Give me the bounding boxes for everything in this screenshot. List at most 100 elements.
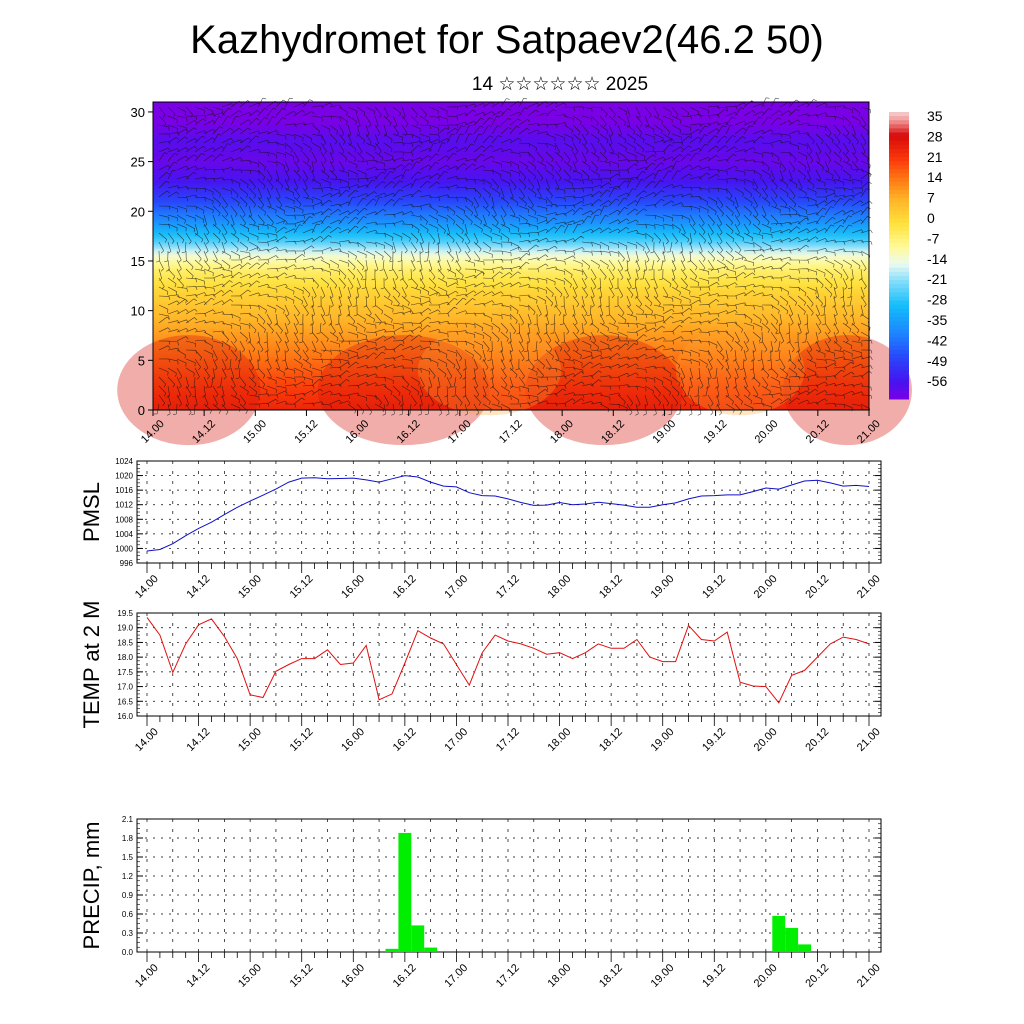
pmsl-xtick-label: 20.00 <box>752 573 780 601</box>
temp2m-ytick-label: 19.5 <box>117 609 133 618</box>
temp2m-ytick-label: 18.5 <box>117 638 133 647</box>
colorbar-band <box>889 136 909 142</box>
cool-pocket-0 <box>417 325 562 416</box>
cross-section-xtick-label: 20.00 <box>753 418 781 446</box>
temp2m-xtick-label: 20.12 <box>803 726 831 754</box>
colorbar-band <box>889 202 909 207</box>
colorbar-band <box>889 218 909 224</box>
temp2m-ytick-label: 17.0 <box>117 683 133 692</box>
colorbar-band <box>889 177 909 183</box>
colorbar-band <box>889 116 909 121</box>
colorbar-band <box>889 333 909 338</box>
colorbar-band <box>889 161 909 166</box>
colorbar-label: 7 <box>927 190 935 206</box>
cross-section-ytick-label: 0 <box>138 403 145 418</box>
warm-core-1 <box>317 335 490 446</box>
precip-xtick-label: 19.12 <box>700 962 728 990</box>
pmsl-xtick-label: 14.12 <box>184 573 212 601</box>
temp2m-ylabel: TEMP at 2 M <box>79 601 104 729</box>
precip-ylabel: PRECIP, mm <box>79 822 104 950</box>
pmsl-xtick-label: 15.00 <box>236 573 264 601</box>
temp2m-xtick-label: 17.12 <box>494 726 522 754</box>
pmsl-xtick-label: 16.12 <box>391 573 419 601</box>
colorbar-band <box>889 366 909 371</box>
pmsl-ytick-label: 1008 <box>115 515 133 524</box>
colorbar-band <box>889 112 909 117</box>
temp2m-xtick-label: 18.12 <box>597 726 625 754</box>
temp2m-xtick-label: 21.00 <box>855 726 883 754</box>
colorbar-band <box>889 198 909 203</box>
colorbar-label: 0 <box>927 210 935 226</box>
colorbar-band <box>889 374 909 379</box>
temp2m-xtick-label: 18.00 <box>545 726 573 754</box>
colorbar-label: 35 <box>927 108 943 124</box>
colorbar-label: -42 <box>927 332 947 348</box>
cross-section-xtick-label: 19.12 <box>701 418 729 446</box>
colorbar-band <box>889 251 909 256</box>
precip-ytick-label: 0.6 <box>122 910 134 919</box>
pmsl-ytick-label: 1012 <box>115 501 133 510</box>
colorbar-band <box>889 132 909 138</box>
temp2m-xtick-label: 17.00 <box>442 726 470 754</box>
colorbar-band <box>889 337 909 343</box>
warm-core-2 <box>525 335 683 446</box>
pmsl-xtick-label: 17.12 <box>494 573 522 601</box>
pmsl-frame <box>136 460 882 564</box>
temp2m-ytick-label: 16.0 <box>117 712 133 721</box>
pmsl-xtick-label: 18.12 <box>597 573 625 601</box>
pmsl-xtick-label: 19.12 <box>700 573 728 601</box>
colorbar-band <box>889 173 909 179</box>
colorbar-band <box>889 382 909 388</box>
colorbar-band <box>889 165 909 170</box>
colorbar-band <box>889 329 909 334</box>
colorbar-band <box>889 312 909 318</box>
colorbar-label: 28 <box>927 128 943 144</box>
pmsl-xtick-label: 14.00 <box>133 573 161 601</box>
precip-ytick-label: 0.9 <box>122 891 134 900</box>
precip-bar <box>398 832 412 952</box>
colorbar-band <box>889 284 909 289</box>
wind-barbs <box>153 97 873 416</box>
colorbar-band <box>889 345 909 351</box>
colorbar-band <box>889 394 909 400</box>
pmsl-ytick-label: 1024 <box>115 457 133 466</box>
precip-bar <box>424 947 438 952</box>
temp2m-ytick-label: 19.0 <box>117 624 133 633</box>
pmsl-ytick-label: 1000 <box>115 544 133 553</box>
precip-bar <box>772 915 786 952</box>
colorbar-band <box>889 235 909 240</box>
colorbar-band <box>889 288 909 293</box>
precip-ytick-label: 1.8 <box>122 834 134 843</box>
temp2m-xtick-label: 16.12 <box>391 726 419 754</box>
precip-bar <box>785 927 799 952</box>
temp2m-xtick-label: 15.00 <box>236 726 264 754</box>
colorbar-band <box>889 206 909 211</box>
colorbar-band <box>889 378 909 384</box>
temp2m-xtick-label: 15.12 <box>288 726 316 754</box>
cross-section-ytick-label: 15 <box>131 254 145 269</box>
colorbar-band <box>889 263 909 269</box>
pmsl-ytick-label: 996 <box>120 559 134 568</box>
cross-section-ytick-label: 10 <box>131 304 145 319</box>
pmsl-xtick-label: 18.00 <box>545 573 573 601</box>
temp2m-ytick-label: 16.5 <box>117 697 133 706</box>
temp2m-panel: 16.0 16.5 17.0 17.5 18.0 18.5 19.0 19.5 14.00 14.… <box>79 601 883 754</box>
pmsl-series-line <box>146 475 870 552</box>
colorbar-label: -14 <box>927 251 947 267</box>
colorbar-band <box>889 370 909 375</box>
colorbar-band <box>889 230 909 236</box>
pmsl-xtick-label: 20.12 <box>803 573 831 601</box>
pmsl-xtick-label: 17.00 <box>442 573 470 601</box>
colorbar-band <box>889 353 909 359</box>
precip-bar <box>411 925 425 952</box>
pmsl-panel: 996 1000 1004 1008 1012 1016 1020 1024 14.00 14.1… <box>79 457 883 601</box>
colorbar-band <box>889 349 909 355</box>
temp2m-xtick-label: 14.00 <box>133 726 161 754</box>
cross-section-ytick-label: 20 <box>131 204 145 219</box>
precip-panel: 0.0 0.3 0.6 0.9 1.2 1.5 1.8 2.1 14.00 14.12 15.00 1… <box>79 815 883 990</box>
warm-core-3 <box>783 335 912 446</box>
colorbar-label: -28 <box>927 292 947 308</box>
pmsl-xtick-label: 15.12 <box>288 573 316 601</box>
